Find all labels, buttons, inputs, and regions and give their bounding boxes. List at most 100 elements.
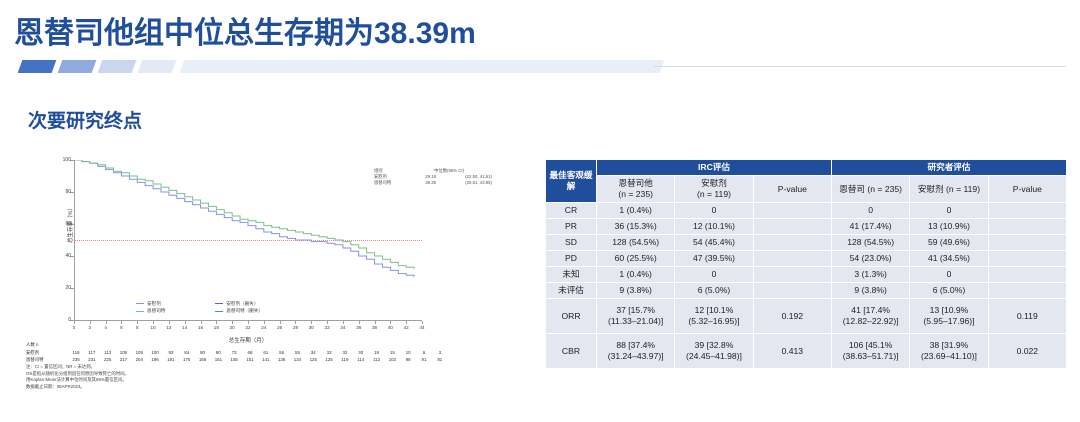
table-cell: 6 (5.0%) <box>674 282 754 299</box>
legend-swatch-icon <box>215 303 224 305</box>
table-row-label: PR <box>545 218 597 235</box>
risk-row-label: 安慰剂 <box>26 350 40 355</box>
cell-line: 37 [15.7% <box>616 305 656 315</box>
table-row-label: 未知 <box>545 266 597 283</box>
x-tick-label: 28 <box>292 325 299 330</box>
table-cell: 39 [32.8% (24.45–41.98)] <box>674 333 754 369</box>
legend-swatch-icon <box>215 310 224 312</box>
x-tick-label: 6 <box>120 325 123 330</box>
x-tick <box>263 321 265 324</box>
table-cell: 0 <box>674 266 754 283</box>
risk-value: 93 <box>168 350 174 355</box>
y-tick <box>70 320 74 321</box>
table-cell: 9 (3.8%) <box>595 282 676 299</box>
stats-header-row: 组别 中位数(95% CI) <box>374 168 492 174</box>
risk-value: 114 <box>357 357 365 362</box>
table-row-label: CR <box>545 202 597 219</box>
cell-line: (5.95–17.96)] <box>923 316 975 326</box>
risk-value: 61 <box>263 350 269 355</box>
legend-swatch-icon <box>136 303 144 305</box>
y-tick <box>70 160 74 161</box>
risk-value: 231 <box>88 357 96 362</box>
cell-line: (31.24–43.97)] <box>607 351 664 361</box>
table-row-label: PD <box>545 250 597 267</box>
table-row-label: 未评估 <box>545 282 597 299</box>
legend-label: 安慰剂 <box>147 301 161 306</box>
x-tick-label: 30 <box>308 325 314 330</box>
risk-value: 136 <box>277 357 286 362</box>
page-title: 恩替司他组中位总生存期为38.39m <box>14 17 476 50</box>
stats-header-median: 中位数(95% CI) <box>434 168 464 173</box>
x-tick <box>137 321 139 324</box>
risk-value: 181 <box>167 357 175 362</box>
table-row: SD 128 (54.5%) 54 (45.4%) 128 (54.5%) 59 (49… <box>545 234 1068 251</box>
table-cell <box>752 218 832 235</box>
x-tick <box>216 321 218 324</box>
decor-block-3 <box>97 60 137 73</box>
risk-value: 55 <box>295 350 300 355</box>
x-tick <box>105 321 107 324</box>
legend-label: 恩替司特（删失） <box>226 308 264 314</box>
x-tick-label: 16 <box>197 325 204 330</box>
table-cell <box>752 250 832 267</box>
table-cell: 41 (34.5%) <box>909 250 989 267</box>
cell-line: (24.45–41.98)] <box>686 351 742 361</box>
table-cell <box>987 234 1068 251</box>
cell-line: (5.32–16.95)] <box>688 316 740 326</box>
table-cell: 12 (10.1%) <box>674 218 754 235</box>
y-tick <box>70 256 74 257</box>
cell-line: 106 [45.1% <box>848 340 893 350</box>
y-tick-label: 80 <box>65 189 71 195</box>
footnote-line: 用Kaplan-Meier法计算中位时间及其95%置信区间。 <box>26 377 127 383</box>
x-tick <box>168 321 170 324</box>
risk-value: 15 <box>389 350 395 355</box>
x-tick-label: 4 <box>104 325 107 330</box>
subheader-inv-placebo: 安慰剂 (n = 119) <box>909 175 989 203</box>
table-cell <box>752 234 832 251</box>
risk-value: 84 <box>184 350 190 355</box>
risk-value: 80 <box>200 350 205 355</box>
table-cell: 0.119 <box>987 298 1068 334</box>
table-cell: 36 (15.3%) <box>595 218 676 235</box>
risk-value: 119 <box>72 350 80 355</box>
x-tick <box>200 321 202 324</box>
x-tick-label: 0 <box>72 325 76 330</box>
risk-value: 68 <box>247 350 253 355</box>
cell-line: 39 [32.8% <box>694 340 734 350</box>
x-tick <box>390 321 392 324</box>
x-tick-label: 40 <box>387 325 393 330</box>
cell-line: 12 [10.1% <box>694 305 734 315</box>
risk-value: 80 <box>215 350 221 355</box>
risk-value: 204 <box>135 357 143 362</box>
cell-line: 13 [10.9% <box>929 305 969 315</box>
risk-value: 196 <box>151 357 159 362</box>
subheader-inv-pvalue: P-value <box>987 175 1068 203</box>
x-tick <box>327 321 329 324</box>
table-cell: 1 (0.4%) <box>595 266 676 283</box>
x-tick-label: 2 <box>88 325 92 330</box>
risk-value: 155 <box>230 357 238 362</box>
table-cell: 54 (23.0%) <box>830 250 911 267</box>
table-cell: 41 [17.4% (12.82–22.92)] <box>830 298 911 334</box>
subheader-line1: 安慰剂 <box>701 178 727 188</box>
risk-value: 30 <box>358 350 364 355</box>
table-group-header-row: 最佳客观缓解 IRC评估 研究者评估 <box>545 159 1068 203</box>
footnote-line: 数据截止日期：08APR2024。 <box>26 383 85 389</box>
stats-group: 安慰剂 <box>374 174 387 180</box>
risk-value: 151 <box>246 357 254 362</box>
response-table: 最佳客观缓解 IRC评估 研究者评估 恩替司他 (n = 235) 安慰剂 (n… <box>545 159 1068 369</box>
table-cell: 0.413 <box>752 333 832 369</box>
x-tick-label: 26 <box>277 325 283 330</box>
decor-block-2 <box>57 60 97 73</box>
risk-value: 3 <box>438 350 442 355</box>
table-row: PR 36 (15.3%) 12 (10.1%) 41 (17.4%) 13 (10.9… <box>545 218 1068 235</box>
decor-bar-long <box>179 60 665 73</box>
subheader-irc-pvalue: P-value <box>752 175 832 203</box>
risk-value: 102 <box>388 357 397 362</box>
cell-line: (11.33–21.04)] <box>608 316 664 326</box>
table-cell <box>752 266 832 283</box>
table-cell: 1 (0.4%) <box>595 202 676 219</box>
x-tick <box>121 321 123 324</box>
risk-value: 100 <box>151 350 159 355</box>
legend-label: 安慰剂（删失） <box>226 301 259 306</box>
